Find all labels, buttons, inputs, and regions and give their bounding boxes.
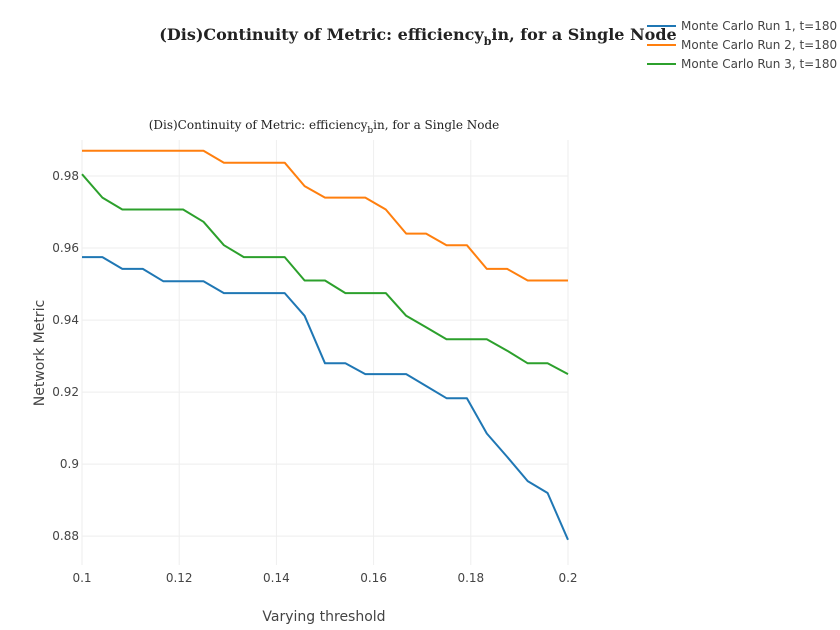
chart-title-main: (Dis)Continuity of Metric: efficiency [159, 25, 484, 44]
plot-subtitle-rest: in, for a Single Node [373, 118, 499, 132]
x-tick-label: 0.14 [263, 571, 290, 585]
y-tick-label: 0.88 [52, 529, 79, 543]
y-tick-label: 0.92 [52, 385, 79, 399]
x-tick-label: 0.2 [558, 571, 577, 585]
y-tick-label: 0.96 [52, 241, 79, 255]
y-axis-label: Network Metric [32, 300, 48, 406]
plot-subtitle-main: (Dis)Continuity of Metric: efficiency [149, 118, 368, 132]
x-axis-label: Varying threshold [262, 609, 385, 625]
legend-label: Monte Carlo Run 2, t=180 [681, 38, 837, 52]
y-tick-label: 0.9 [60, 457, 79, 471]
x-tick-label: 0.18 [457, 571, 484, 585]
series-lines [81, 149, 569, 541]
legend-label: Monte Carlo Run 3, t=180 [681, 57, 837, 71]
grid [81, 140, 569, 565]
x-tick-label: 0.1 [72, 571, 91, 585]
chart-title-rest: in, for a Single Node [491, 25, 676, 44]
x-tick-label: 0.16 [360, 571, 387, 585]
x-tick-label: 0.12 [166, 571, 193, 585]
tick-labels: 0.1 0.12 0.14 0.16 0.18 0.2 0.88 0.9 0.92 0.94 0.9… [52, 169, 577, 585]
legend-item-run-2[interactable]: Monte Carlo Run 2, t=180 [647, 38, 837, 52]
chart-title: (Dis)Continuity of Metric: efficiencybin… [159, 25, 676, 48]
chart-title-subscript: b [484, 35, 492, 48]
legend[interactable]: Monte Carlo Run 1, t=180 Monte Carlo Run … [647, 19, 837, 71]
series-line-run-1[interactable] [82, 256, 569, 541]
y-tick-label: 0.94 [52, 313, 79, 327]
plot-subtitle-subscript: b [367, 126, 373, 136]
legend-item-run-3[interactable]: Monte Carlo Run 3, t=180 [647, 57, 837, 71]
series-line-run-2[interactable] [82, 149, 568, 282]
plot-subtitle: (Dis)Continuity of Metric: efficiencybin… [149, 118, 500, 136]
y-tick-label: 0.98 [52, 169, 79, 183]
legend-label: Monte Carlo Run 1, t=180 [681, 19, 837, 33]
legend-item-run-1[interactable]: Monte Carlo Run 1, t=180 [647, 19, 837, 33]
series-line-run-3[interactable] [81, 173, 569, 375]
